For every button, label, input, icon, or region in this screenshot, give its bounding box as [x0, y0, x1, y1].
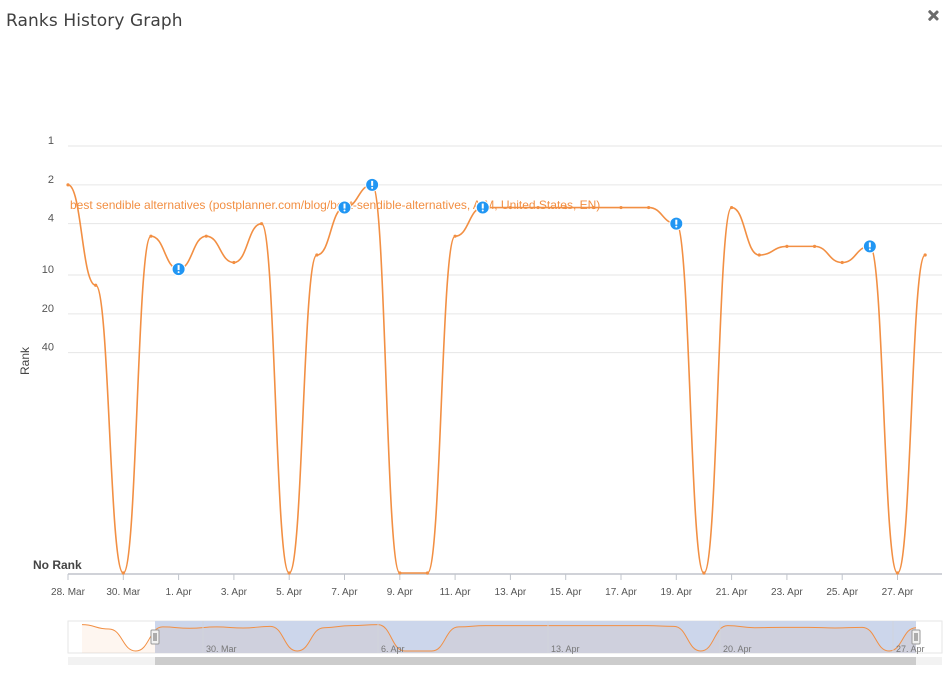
navigator-label: 30. Mar — [206, 644, 237, 654]
data-point[interactable] — [730, 205, 734, 210]
x-tick-label: 19. Apr — [660, 587, 692, 598]
navigator[interactable]: 30. Mar 6. Apr 13. Apr 20. Apr 27. Apr — [67, 620, 943, 665]
data-point[interactable] — [121, 571, 125, 575]
exclamation-icon[interactable] — [862, 239, 877, 254]
y-tick-label: 4 — [48, 213, 54, 225]
data-point[interactable] — [259, 222, 264, 226]
x-tick-label: 3. Apr — [221, 587, 248, 598]
dialog-header: Ranks History Graph — [0, 0, 949, 44]
data-point[interactable] — [204, 234, 208, 238]
x-tick-label: 13. Apr — [495, 587, 527, 598]
navigator-handle[interactable] — [911, 629, 921, 645]
y-tick-label: 1 — [48, 135, 54, 147]
exclamation-icon[interactable] — [337, 200, 352, 215]
x-tick-label: 28. Mar — [51, 587, 86, 598]
scrollbar-thumb[interactable] — [155, 657, 916, 665]
y-tick-label: 2 — [48, 174, 54, 186]
data-point[interactable] — [757, 253, 761, 257]
y-tick-label: 10 — [42, 264, 54, 276]
data-point[interactable] — [840, 260, 844, 265]
x-tick-label: 15. Apr — [550, 587, 582, 598]
data-point[interactable] — [785, 244, 789, 248]
x-tick-label: 30. Mar — [106, 587, 141, 598]
data-point[interactable] — [315, 253, 319, 257]
event-markers — [171, 177, 877, 277]
exclamation-icon[interactable] — [171, 262, 186, 277]
y-tick-label: 20 — [42, 303, 54, 315]
data-point[interactable] — [536, 205, 540, 210]
data-point[interactable] — [923, 253, 927, 257]
series-label: best sendible alternatives (postplanner.… — [70, 198, 600, 212]
data-point[interactable] — [398, 571, 402, 575]
series-rank — [66, 183, 927, 575]
data-point[interactable] — [287, 571, 291, 575]
data-point[interactable] — [895, 571, 900, 575]
navigator-label: 6. Apr — [381, 644, 405, 654]
navigator-line — [81, 624, 917, 652]
data-point[interactable] — [425, 571, 430, 575]
data-point[interactable] — [453, 234, 457, 238]
data-point[interactable] — [508, 205, 512, 210]
x-tick-label: 23. Apr — [771, 587, 803, 598]
data-point[interactable] — [812, 244, 817, 248]
data-point[interactable] — [66, 183, 70, 187]
exclamation-icon[interactable] — [365, 177, 380, 192]
exclamation-icon[interactable] — [475, 200, 490, 215]
navigator-label: 20. Apr — [723, 644, 752, 654]
y-axis-title: Rank — [18, 346, 32, 375]
navigator-label: 13. Apr — [551, 644, 580, 654]
data-point[interactable] — [647, 205, 651, 210]
navigator-area — [82, 624, 916, 653]
exclamation-icon[interactable] — [669, 216, 684, 231]
data-point[interactable] — [619, 205, 623, 210]
data-point[interactable] — [149, 234, 153, 238]
x-tick-label: 9. Apr — [387, 587, 414, 598]
y-tick-label: 40 — [42, 342, 54, 354]
data-point[interactable] — [232, 260, 236, 265]
navigator-handle[interactable] — [150, 629, 160, 645]
x-tick-label: 7. Apr — [331, 587, 358, 598]
x-axis-ticks: 28. Mar 30. Mar 1. Apr 3. Apr 5. Apr 7. Apr 9.… — [51, 574, 914, 598]
data-point[interactable] — [564, 205, 568, 210]
no-rank-label: No Rank — [33, 558, 82, 572]
x-tick-label: 25. Apr — [826, 587, 858, 598]
navigator-label: 27. Apr — [896, 644, 925, 654]
navigator-selection[interactable] — [155, 621, 916, 653]
series-line — [67, 184, 926, 574]
x-tick-label: 1. Apr — [166, 587, 193, 598]
x-tick-label: 21. Apr — [716, 587, 748, 598]
data-point[interactable] — [94, 283, 98, 287]
x-tick-label: 5. Apr — [276, 587, 303, 598]
dialog-title: Ranks History Graph — [6, 11, 183, 31]
data-point[interactable] — [591, 205, 595, 210]
y-axis-ticks: 1 2 4 10 20 40 — [42, 135, 54, 354]
data-point[interactable] — [702, 571, 706, 575]
grid-lines — [68, 145, 942, 575]
x-tick-label: 17. Apr — [605, 587, 637, 598]
x-tick-label: 11. Apr — [440, 587, 472, 598]
x-tick-label: 27. Apr — [882, 587, 914, 598]
